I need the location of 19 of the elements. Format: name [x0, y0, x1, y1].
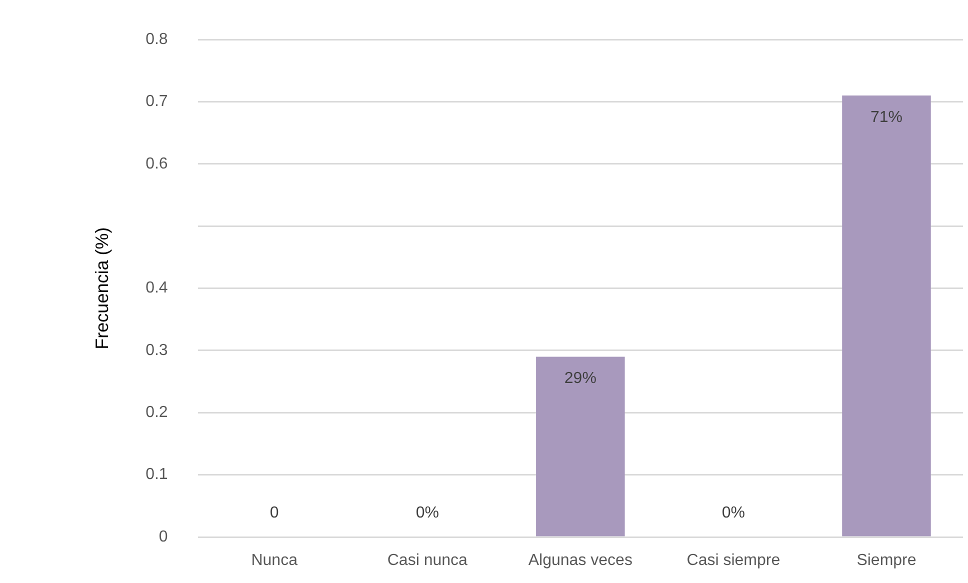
y-axis-title: Frecuencia (%): [92, 227, 112, 350]
data-label: 0: [270, 504, 279, 522]
y-tick-label: 0: [158, 528, 168, 546]
x-tick-label: Casi siempre: [686, 552, 780, 570]
y-tick-label: 0.8: [146, 31, 168, 48]
y-tick-label: 0.7: [146, 93, 168, 110]
x-tick-label: Casi nunca: [387, 552, 468, 570]
data-label: 0%: [722, 504, 746, 522]
data-label: 71%: [870, 108, 902, 126]
data-label: 0%: [416, 504, 439, 522]
y-tick-label: 0.3: [146, 342, 168, 359]
y-tick-label: 0.2: [146, 404, 168, 422]
x-tick-label: Algunas veces: [528, 552, 632, 570]
data-label: 29%: [564, 370, 596, 388]
y-tick-label: 0.1: [146, 466, 168, 484]
y-tick-label: 0.6: [146, 155, 168, 172]
x-tick-label: Nunca: [251, 552, 298, 570]
x-tick-label: Siempre: [856, 552, 916, 570]
y-tick-label: 0.4: [146, 280, 168, 297]
